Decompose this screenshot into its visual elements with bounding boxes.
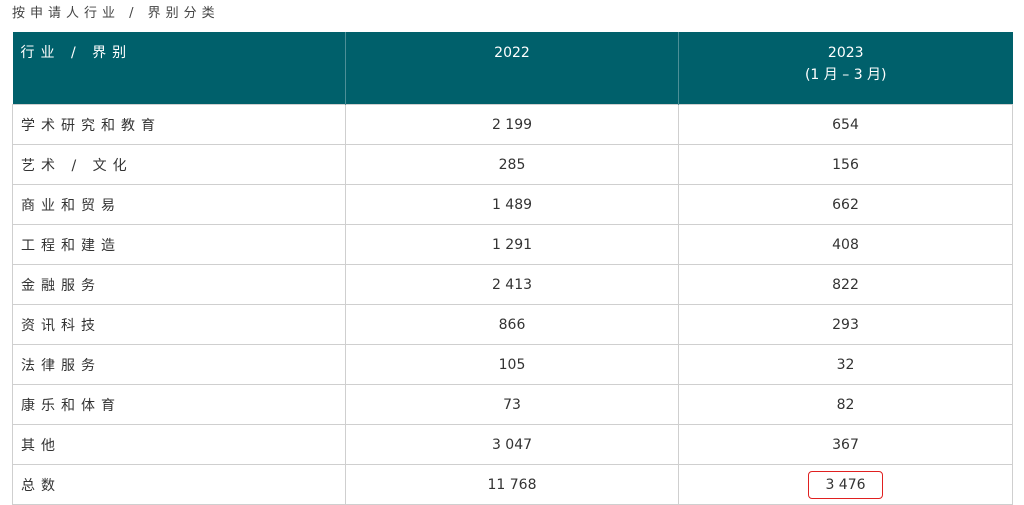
table-cell: 82 <box>678 384 1013 425</box>
table-row: 其他 3 047 367 <box>12 424 1013 465</box>
table-cell: 艺术 / 文化 <box>12 144 346 185</box>
cell-text: 285 <box>498 156 526 173</box>
caption: 按申请人行业 / 界别分类 <box>12 6 220 21</box>
data-table: 行业 / 界别 2022 2023 (1 月 – 3 月) 学术研究和教育 2 199 6… <box>12 32 1013 505</box>
table-cell: 156 <box>678 144 1013 185</box>
table-cell: 1 489 <box>345 184 679 225</box>
table-body: 学术研究和教育 2 199 654 艺术 / 文化 285 156 商业和贸易 1 489 66… <box>12 104 1013 505</box>
cell-text: 866 <box>498 316 526 333</box>
table-cell: 73 <box>345 384 679 425</box>
header-text: 2022 <box>494 45 530 61</box>
cell-text: 11 768 <box>487 476 537 493</box>
cell-text: 3 476 <box>808 470 883 499</box>
table-cell: 3 047 <box>345 424 679 465</box>
table-cell: 866 <box>345 304 679 345</box>
cell-text: 654 <box>832 116 859 133</box>
header-text: (1 月 – 3 月) <box>804 67 887 83</box>
cell-text: 662 <box>832 196 859 213</box>
table-cell: 662 <box>678 184 1013 225</box>
cell-text: 82 <box>836 396 855 413</box>
cell-text: 金融服务 <box>21 277 101 294</box>
table-cell: 654 <box>678 104 1013 145</box>
cell-text: 3 047 <box>491 436 533 453</box>
table-header: 行业 / 界别 2022 2023 (1 月 – 3 月) <box>12 32 1013 105</box>
cell-text: 其他 <box>21 437 61 454</box>
cell-text: 艺术 / 文化 <box>21 157 133 174</box>
header-row: 行业 / 界别 2022 2023 (1 月 – 3 月) <box>12 32 1013 105</box>
cell-text: 105 <box>498 356 526 373</box>
cell-text: 工程和建造 <box>21 237 121 254</box>
table-row: 商业和贸易 1 489 662 <box>12 184 1013 225</box>
table-cell: 学术研究和教育 <box>12 104 346 145</box>
cell-text: 293 <box>832 316 859 333</box>
header-text: 行业 / 界别 <box>20 45 133 61</box>
cell-text: 法律服务 <box>21 357 101 374</box>
table-cell: 2 413 <box>345 264 679 305</box>
table-row: 总数 11 768 3 476 <box>12 464 1013 505</box>
cell-text: 1 291 <box>491 236 533 253</box>
table-row: 学术研究和教育 2 199 654 <box>12 104 1013 145</box>
table-cell: 总数 <box>12 464 346 505</box>
table-cell: 2 199 <box>345 104 679 145</box>
cell-text: 学术研究和教育 <box>21 117 161 134</box>
table-cell: 32 <box>678 344 1013 385</box>
cell-text: 1 489 <box>491 196 533 213</box>
cell-text: 73 <box>503 396 521 413</box>
header-text: 2023 <box>827 45 864 61</box>
cell-text: 总数 <box>21 477 61 494</box>
header-cell: 2023 (1 月 – 3 月) <box>678 32 1013 105</box>
header-cell: 行业 / 界别 <box>12 32 346 105</box>
table-row: 资讯科技 866 293 <box>12 304 1013 345</box>
table-cell: 1 291 <box>345 224 679 265</box>
cell-text: 资讯科技 <box>21 317 101 334</box>
table-cell: 822 <box>678 264 1013 305</box>
table-row: 金融服务 2 413 822 <box>12 264 1013 305</box>
cell-text: 32 <box>836 356 855 373</box>
table-cell: 11 768 <box>345 464 679 505</box>
table-cell: 资讯科技 <box>12 304 346 345</box>
table-cell: 408 <box>678 224 1013 265</box>
table-cell: 商业和贸易 <box>12 184 346 225</box>
cell-text: 商业和贸易 <box>21 197 121 214</box>
table-cell: 367 <box>678 424 1013 465</box>
table-cell: 293 <box>678 304 1013 345</box>
cell-text: 2 413 <box>491 276 533 293</box>
cell-text: 822 <box>832 276 859 293</box>
table-row: 工程和建造 1 291 408 <box>12 224 1013 265</box>
table-cell: 金融服务 <box>12 264 346 305</box>
table-cell: 105 <box>345 344 679 385</box>
table-cell: 285 <box>345 144 679 185</box>
cell-text: 康乐和体育 <box>21 397 121 414</box>
cell-text: 156 <box>832 156 859 173</box>
cell-text: 2 199 <box>491 116 533 133</box>
cell-text: 408 <box>832 236 859 253</box>
table-row: 康乐和体育 73 82 <box>12 384 1013 425</box>
table-cell: 其他 <box>12 424 346 465</box>
table-cell: 法律服务 <box>12 344 346 385</box>
table-cell: 3 476 <box>678 464 1013 505</box>
table-row: 法律服务 105 32 <box>12 344 1013 385</box>
table-cell: 康乐和体育 <box>12 384 346 425</box>
table-cell: 工程和建造 <box>12 224 346 265</box>
table-row: 艺术 / 文化 285 156 <box>12 144 1013 185</box>
cell-text: 367 <box>832 436 859 453</box>
header-cell: 2022 <box>345 32 679 105</box>
